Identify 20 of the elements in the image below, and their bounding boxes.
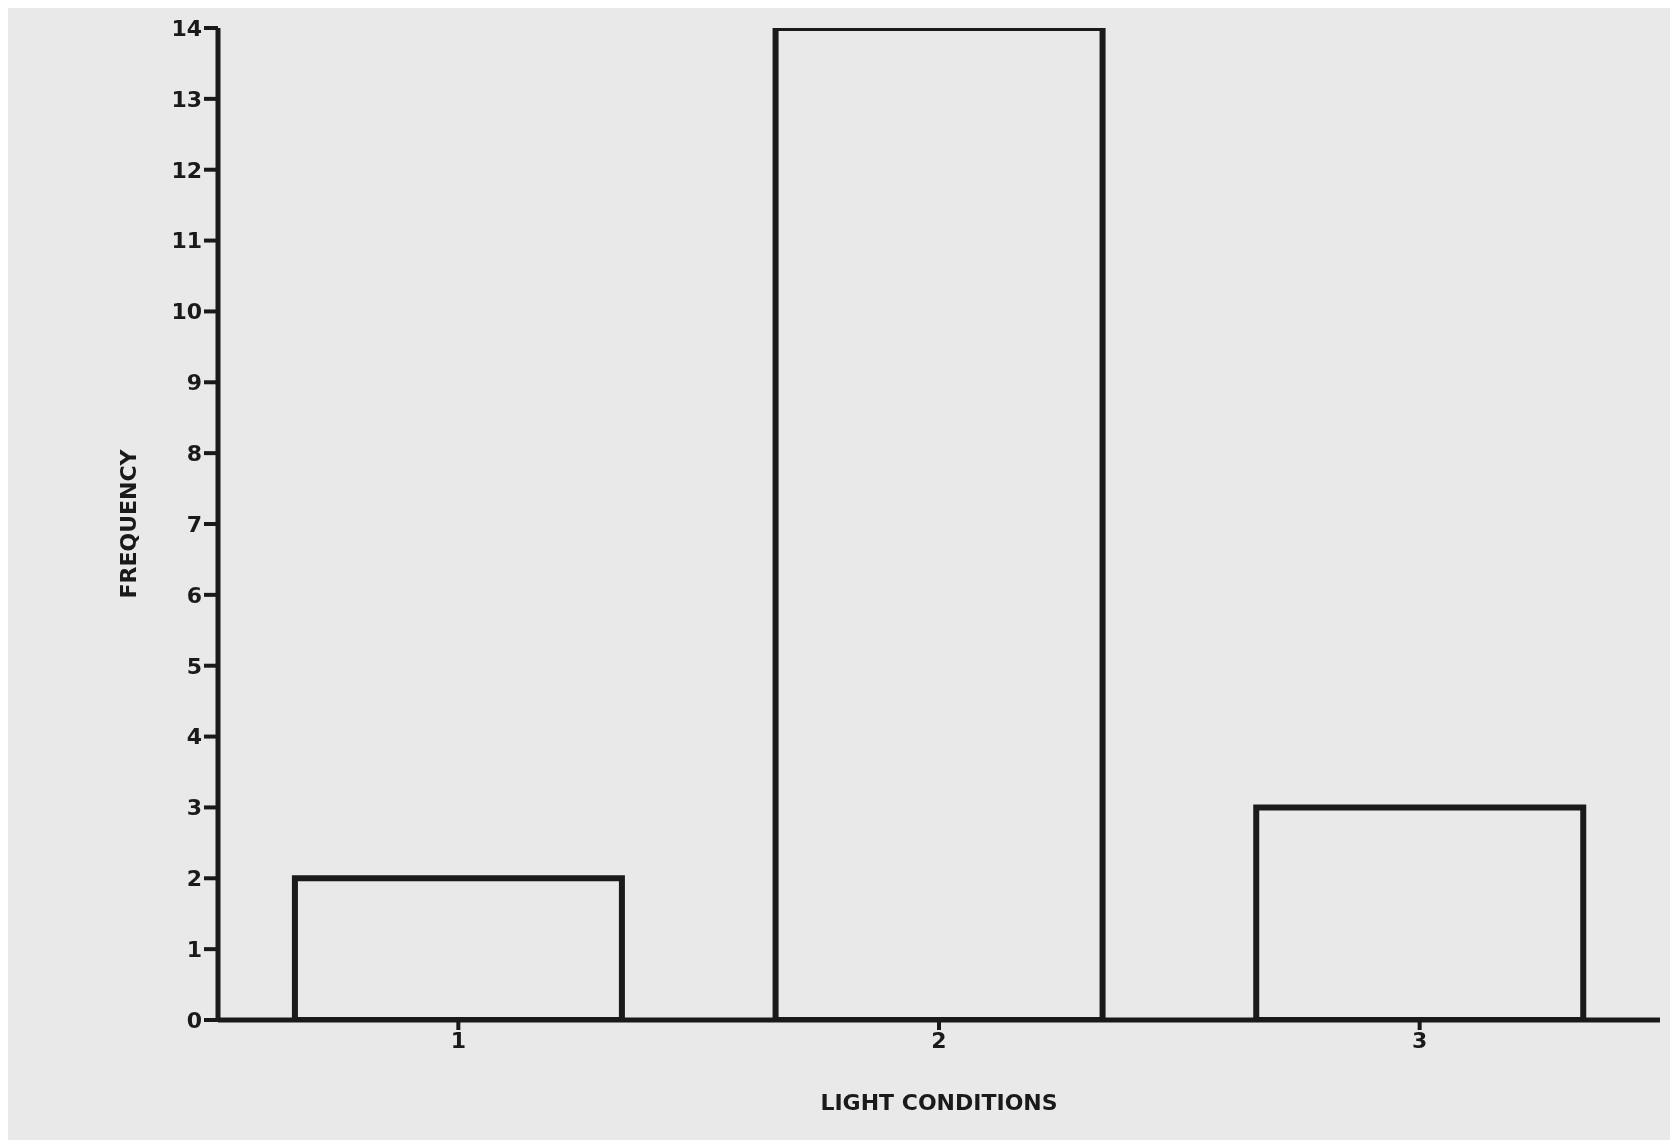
x-tick-label: 2: [931, 1027, 947, 1053]
y-tick-label: 13: [171, 86, 202, 112]
y-tick-label: 4: [186, 724, 202, 750]
y-tick-label: 5: [186, 653, 202, 679]
y-tick-label: 8: [186, 440, 202, 466]
x-axis-title: LIGHT CONDITIONS: [820, 1090, 1058, 1115]
y-tick-label: 12: [171, 157, 202, 183]
y-axis-title: FREQUENCY: [115, 448, 141, 599]
y-tick-label: 0: [186, 1007, 202, 1033]
y-tick-label: 9: [186, 370, 202, 396]
y-tick-label: 7: [186, 511, 202, 537]
y-tick-label: 6: [186, 582, 202, 608]
y-tick-label: 14: [171, 15, 202, 41]
y-tick-label: 2: [186, 866, 202, 892]
x-tick-label: 3: [1412, 1027, 1428, 1053]
y-tick-label: 10: [171, 299, 202, 325]
y-tick-label: 3: [186, 795, 202, 821]
x-tick-label: 1: [450, 1027, 466, 1053]
y-tick-label: 1: [186, 936, 202, 962]
y-tick-label: 11: [171, 228, 202, 254]
